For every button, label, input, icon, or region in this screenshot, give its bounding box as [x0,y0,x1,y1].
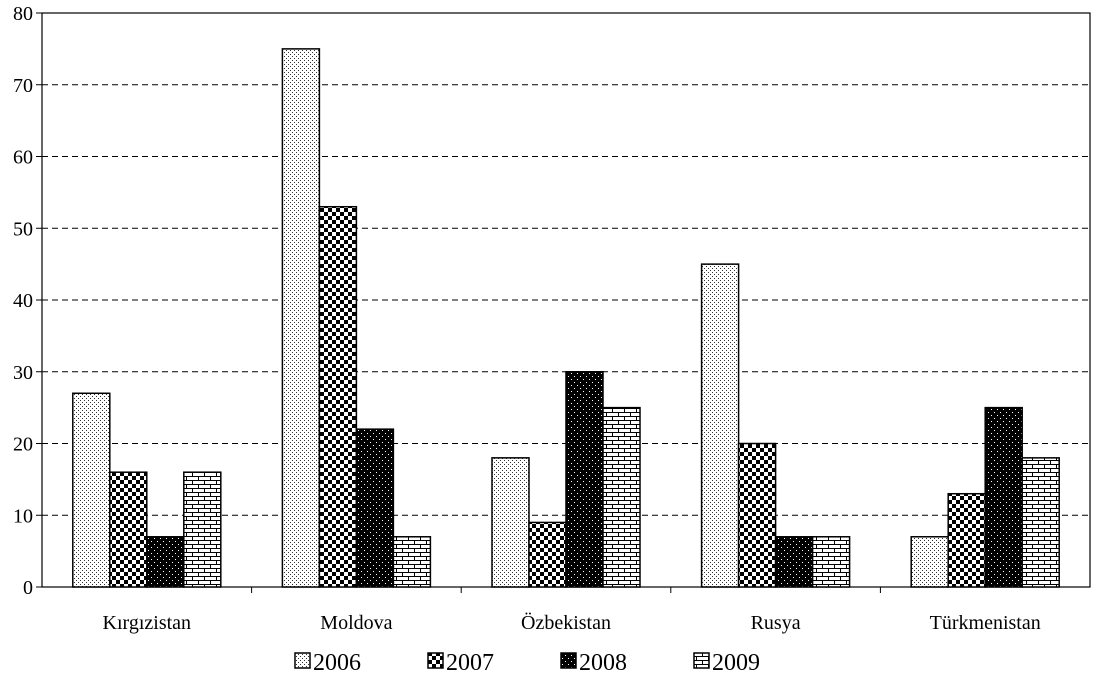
legend-label-2007: 2007 [446,650,494,676]
bars [72,48,1060,588]
bar-2007-4 [947,492,986,588]
bar-2008-3 [774,536,814,588]
y-tick-label: 80 [13,3,33,25]
bar-2007-3 [737,442,777,588]
y-tick-label: 50 [13,218,33,240]
y-tick-label: 30 [13,362,33,384]
legend-swatch-2008 [560,652,577,669]
bar-2007-0 [109,471,148,588]
bar-2009-3 [811,536,851,588]
axes: 0 10 20 30 40 50 60 70 80 Kırgızistan Moldova Özbek… [13,3,1091,634]
y-tick-label: 40 [13,290,33,312]
bar-2006-2 [491,457,530,588]
bar-2009-1 [392,536,432,588]
y-tick-label: 70 [13,75,33,97]
bar-2006-3 [700,263,740,588]
legend-swatch-2007 [427,652,444,669]
x-category-label: Türkmenistan [930,612,1041,634]
bar-2008-4 [984,406,1023,588]
y-tick-label: 20 [13,434,33,456]
legend-swatch-2006 [294,652,311,669]
bar-2007-2 [528,521,567,588]
bar-2006-1 [281,48,321,588]
bar-2008-1 [355,428,395,588]
bar-2007-1 [318,205,358,588]
legend-swatch-2009 [693,652,710,669]
y-tick-label: 60 [13,147,33,169]
legend-label-2009: 2009 [712,650,760,676]
x-category-label: Moldova [320,612,392,634]
legend-label-2008: 2008 [579,650,627,676]
bar-2008-2 [565,371,604,588]
bar-2006-4 [910,536,949,588]
legend: 2006 2007 2008 2009 [294,650,760,676]
y-tick-label: 0 [23,577,33,599]
bar-2006-0 [72,392,111,588]
x-category-label: Rusya [751,612,801,634]
bar-2008-0 [146,536,185,588]
y-tick-label: 10 [13,505,33,527]
bar-2009-2 [602,406,641,588]
bar-2009-4 [1021,457,1060,588]
bar-2009-0 [183,471,222,588]
x-category-label: Kırgızistan [103,612,192,634]
x-category-label: Özbekistan [521,611,611,634]
legend-label-2006: 2006 [313,650,361,676]
